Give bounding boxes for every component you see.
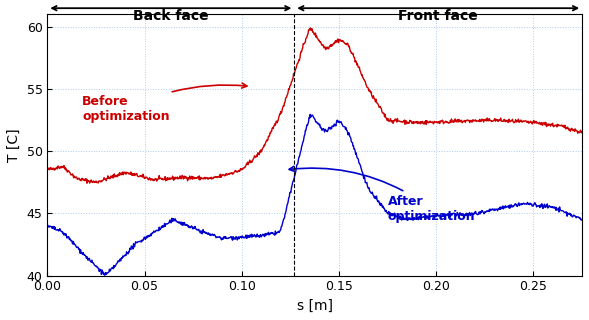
X-axis label: s [m]: s [m] [297, 299, 333, 313]
Text: Back face: Back face [133, 9, 209, 23]
Y-axis label: T [C]: T [C] [7, 128, 21, 162]
Text: Before
optimization: Before optimization [82, 83, 247, 123]
Text: After
optimization: After optimization [289, 166, 475, 223]
Text: Front face: Front face [398, 9, 478, 23]
